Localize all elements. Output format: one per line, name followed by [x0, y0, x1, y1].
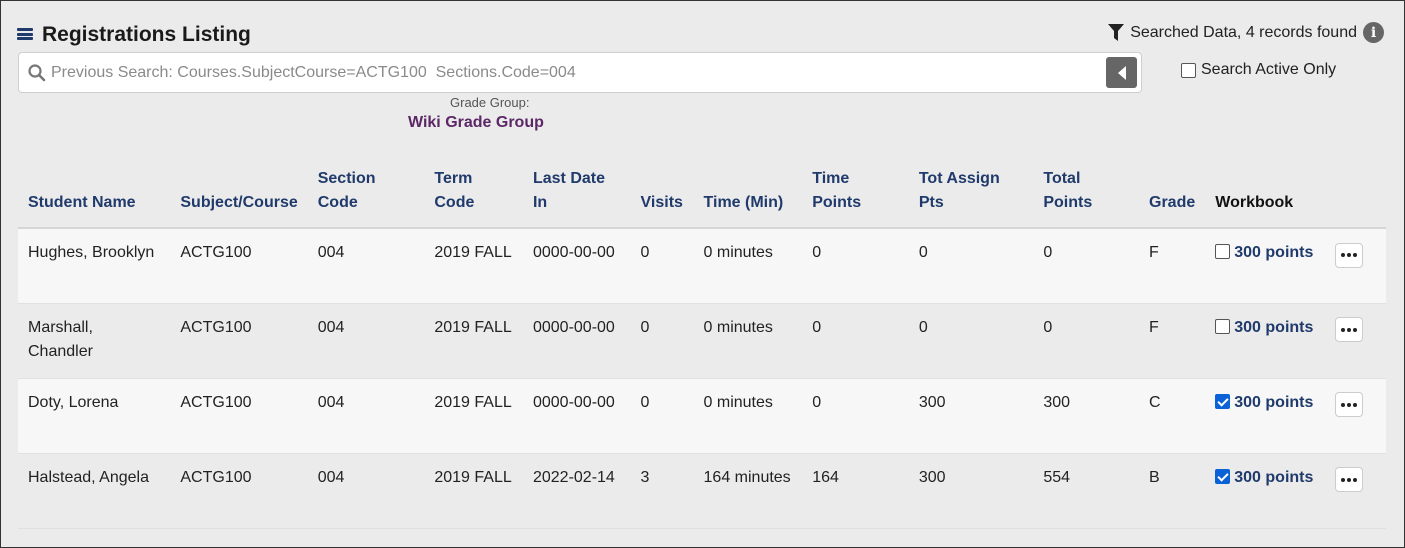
workbook-points-link[interactable]: 300 points	[1234, 468, 1314, 486]
col-last-date-in[interactable]: Last Date In	[522, 167, 631, 229]
cell-time-points: 164	[802, 453, 909, 528]
table-row: Hughes, Brooklyn ACTG100 004 2019 FALL 0…	[18, 228, 1386, 303]
cell-visits: 3	[630, 453, 694, 528]
col-actions	[1325, 167, 1386, 229]
workbook-points-link[interactable]: 300 points	[1234, 318, 1314, 336]
cell-visits: 0	[630, 378, 694, 453]
cell-actions	[1325, 228, 1386, 303]
cell-term-code: 2019 FALL	[424, 228, 523, 303]
page-title: Registrations Listing	[42, 23, 251, 46]
cell-time-min: 164 minutes	[693, 453, 803, 528]
row-actions-button[interactable]	[1335, 467, 1364, 492]
grade-group-label: Grade Group:	[450, 95, 530, 110]
workbook-points-link[interactable]: 300 points	[1234, 393, 1314, 411]
cell-section-code: 004	[307, 378, 425, 453]
search-input[interactable]	[51, 63, 1106, 82]
table-row: Marshall, Chandler ACTG100 004 2019 FALL…	[18, 303, 1386, 378]
cell-student-name: Marshall, Chandler	[18, 303, 171, 378]
cell-student-name: Doty, Lorena	[18, 378, 171, 453]
cell-tot-assign-pts: 300	[908, 453, 1034, 528]
workbook-checkbox[interactable]	[1215, 318, 1231, 334]
cell-actions	[1325, 378, 1386, 453]
collapse-button[interactable]	[1106, 57, 1137, 88]
cell-last-date-in: 0000-00-00	[522, 303, 631, 378]
cell-workbook: 300 points	[1205, 378, 1326, 453]
col-section-code[interactable]: Section Code	[307, 167, 425, 229]
col-tot-assign-pts[interactable]: Tot Assign Pts	[908, 167, 1034, 229]
filter-icon	[1108, 23, 1125, 41]
cell-last-date-in: 0000-00-00	[522, 228, 631, 303]
cell-total-points: 0	[1033, 228, 1139, 303]
search-bar	[18, 52, 1142, 93]
menu-icon[interactable]	[17, 26, 33, 42]
cell-total-points: 0	[1033, 303, 1139, 378]
col-time-min[interactable]: Time (Min)	[693, 167, 803, 229]
row-actions-button[interactable]	[1335, 317, 1364, 342]
cell-student-name: Halstead, Angela	[18, 453, 171, 528]
cell-visits: 0	[630, 303, 694, 378]
search-active-only-label: Search Active Only	[1201, 61, 1337, 78]
col-visits[interactable]: Visits	[630, 167, 694, 229]
cell-term-code: 2019 FALL	[424, 378, 523, 453]
cell-time-points: 0	[802, 303, 909, 378]
info-icon[interactable]: i	[1363, 22, 1384, 43]
caret-left-icon	[1117, 65, 1126, 80]
cell-actions	[1325, 303, 1386, 378]
cell-actions	[1325, 453, 1386, 528]
cell-last-date-in: 0000-00-00	[522, 378, 631, 453]
col-term-code[interactable]: Term Code	[424, 167, 523, 229]
col-grade[interactable]: Grade	[1139, 167, 1206, 229]
cell-tot-assign-pts: 300	[908, 378, 1034, 453]
workbook-checkbox[interactable]	[1215, 244, 1231, 259]
cell-student-name: Hughes, Brooklyn	[18, 228, 171, 303]
cell-time-points: 0	[802, 378, 909, 453]
search-icon	[28, 63, 46, 81]
cell-workbook: 300 points	[1205, 228, 1326, 303]
cell-section-code: 004	[307, 453, 425, 528]
cell-visits: 0	[630, 228, 694, 303]
cell-total-points: 554	[1033, 453, 1139, 528]
cell-time-min: 0 minutes	[693, 228, 803, 303]
cell-time-points: 0	[802, 228, 909, 303]
workbook-checkbox[interactable]	[1215, 393, 1231, 409]
cell-section-code: 004	[307, 228, 425, 303]
cell-subject-course: ACTG100	[170, 228, 308, 303]
search-active-only[interactable]: Search Active Only	[1181, 61, 1336, 79]
cell-workbook: 300 points	[1205, 303, 1326, 378]
cell-time-min: 0 minutes	[693, 303, 803, 378]
row-actions-button[interactable]	[1335, 392, 1364, 417]
col-student-name[interactable]: Student Name	[18, 167, 171, 229]
cell-subject-course: ACTG100	[170, 453, 308, 528]
row-actions-button[interactable]	[1335, 242, 1364, 268]
cell-tot-assign-pts: 0	[908, 303, 1034, 378]
col-time-points[interactable]: Time Points	[802, 167, 909, 229]
workbook-checkbox[interactable]	[1215, 468, 1231, 484]
col-total-points[interactable]: Total Points	[1033, 167, 1139, 229]
search-status: Searched Data, 4 records found i	[1108, 22, 1384, 43]
search-active-only-checkbox[interactable]	[1181, 62, 1196, 78]
cell-total-points: 300	[1033, 378, 1139, 453]
table-row: Doty, Lorena ACTG100 004 2019 FALL 0000-…	[18, 378, 1386, 453]
search-status-text: Searched Data, 4 records found	[1130, 23, 1357, 41]
cell-term-code: 2019 FALL	[424, 453, 523, 528]
cell-grade: F	[1139, 228, 1206, 303]
cell-grade: C	[1139, 378, 1206, 453]
cell-time-min: 0 minutes	[693, 378, 803, 453]
col-subject-course[interactable]: Subject/Course	[170, 167, 308, 229]
cell-workbook: 300 points	[1205, 453, 1326, 528]
table-row: Halstead, Angela ACTG100 004 2019 FALL 2…	[18, 453, 1386, 528]
cell-subject-course: ACTG100	[170, 303, 308, 378]
cell-subject-course: ACTG100	[170, 378, 308, 453]
col-workbook: Workbook	[1205, 167, 1326, 229]
cell-section-code: 004	[307, 303, 425, 378]
workbook-points-link[interactable]: 300 points	[1234, 244, 1314, 261]
cell-last-date-in: 2022-02-14	[522, 453, 631, 528]
registrations-table: Student Name Subject/Course Section Code…	[18, 167, 1386, 529]
cell-tot-assign-pts: 0	[908, 228, 1034, 303]
cell-term-code: 2019 FALL	[424, 303, 523, 378]
cell-grade: F	[1139, 303, 1206, 378]
cell-grade: B	[1139, 453, 1206, 528]
grade-group-value[interactable]: Wiki Grade Group	[408, 114, 544, 131]
